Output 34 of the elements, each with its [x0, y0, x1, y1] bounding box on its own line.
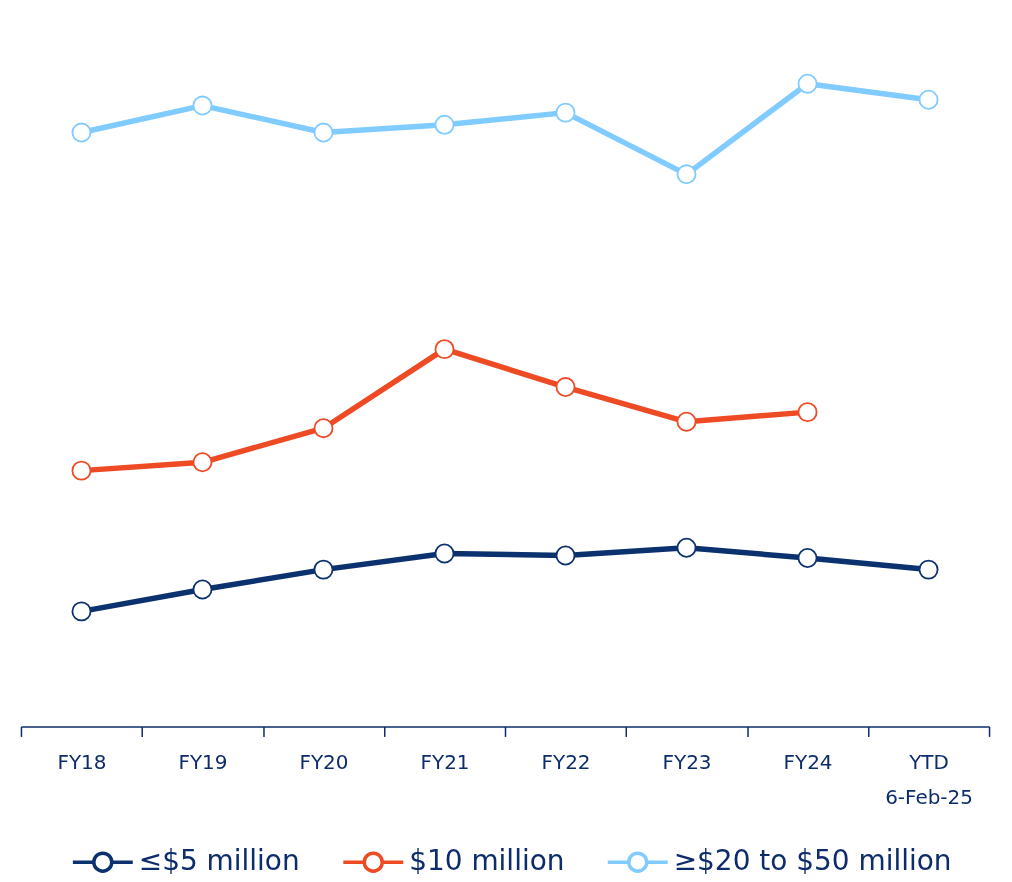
point [555, 377, 576, 398]
point [313, 559, 334, 580]
legend-label: $10 million [409, 844, 565, 878]
x-tick-label: FY19 [178, 749, 228, 774]
point [71, 122, 92, 143]
point [192, 95, 213, 116]
point [555, 102, 576, 123]
point [192, 579, 213, 600]
x-tick-label: FY23 [662, 749, 712, 774]
legend-label: ≤$5 million [138, 844, 300, 878]
x-tick-label: FY24 [783, 749, 833, 774]
legend-label: ≥$20 to $50 million [673, 844, 952, 878]
point [434, 114, 455, 135]
point [71, 460, 92, 481]
point [313, 122, 334, 143]
point [676, 537, 697, 558]
x-tick-label: FY21 [420, 749, 470, 774]
point [313, 418, 334, 439]
point [434, 543, 455, 564]
point [918, 89, 939, 110]
point [555, 545, 576, 566]
x-tick-label: FY20 [299, 749, 349, 774]
point [797, 548, 818, 568]
point [797, 402, 818, 423]
point [434, 339, 455, 360]
point [71, 601, 92, 622]
x-tick-label: FY18 [57, 749, 107, 774]
point [797, 73, 818, 94]
point [676, 164, 697, 185]
point [918, 559, 939, 580]
x-tick-label: YTD 6-Feb-25 [885, 749, 973, 809]
x-tick-label: FY22 [541, 749, 591, 774]
point [676, 411, 697, 432]
point [192, 452, 213, 473]
